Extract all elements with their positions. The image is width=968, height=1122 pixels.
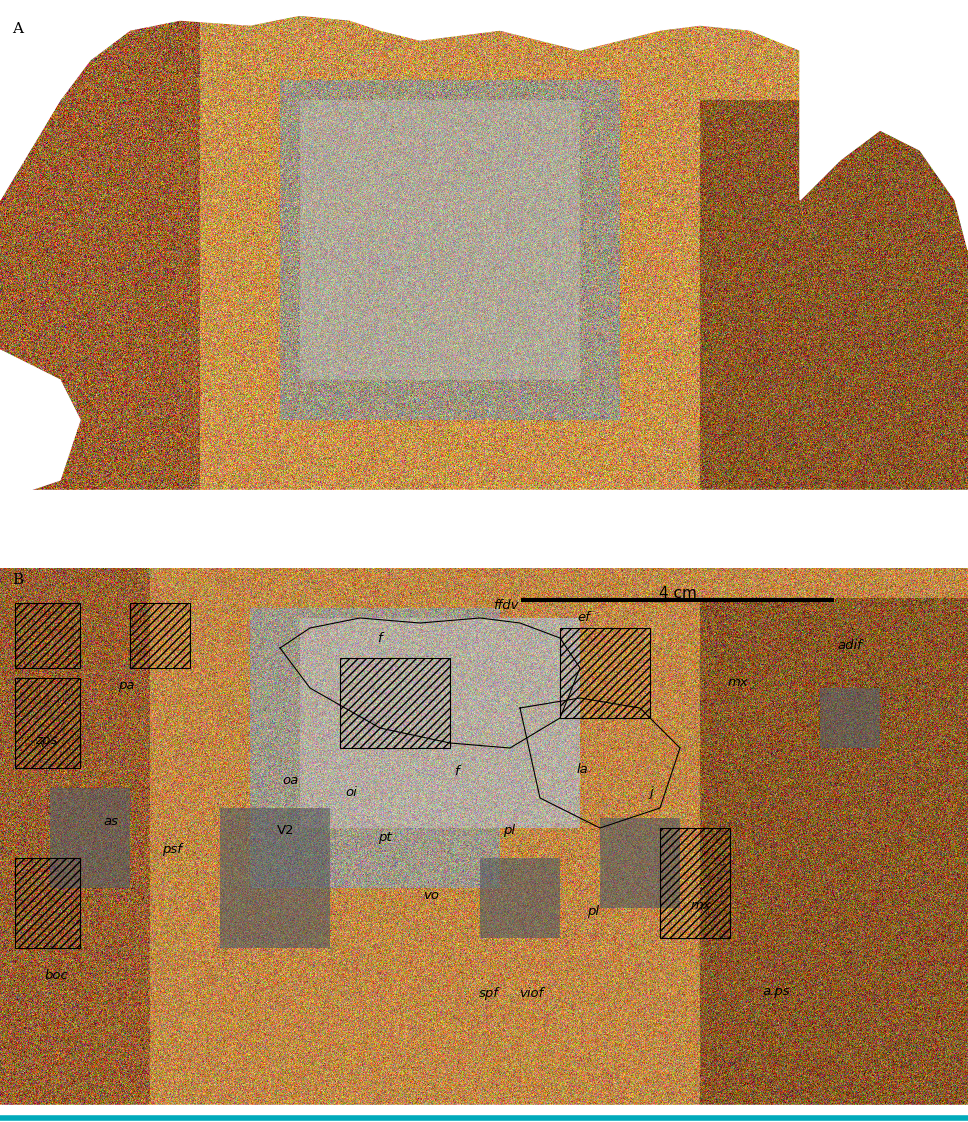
Text: a.ps: a.ps [763, 985, 790, 997]
Text: spf: spf [479, 987, 499, 1001]
Bar [15, 678, 80, 767]
Text: B: B [12, 573, 23, 587]
Text: pl: pl [588, 904, 599, 918]
Text: la: la [577, 763, 589, 775]
Text: oi: oi [346, 787, 357, 799]
Text: f: f [378, 632, 381, 645]
Bar [130, 603, 190, 668]
Text: boc: boc [45, 969, 68, 982]
Text: ffdv: ffdv [494, 598, 519, 611]
Bar [560, 628, 650, 718]
Text: pa: pa [117, 679, 135, 692]
Text: pl: pl [503, 825, 515, 837]
Text: viof: viof [519, 987, 544, 1001]
Bar [15, 603, 80, 668]
Polygon shape [0, 350, 80, 500]
Text: V2: V2 [277, 825, 294, 837]
Text: pt: pt [378, 830, 392, 844]
Text: as: as [104, 815, 119, 828]
Text: zps: zps [36, 734, 57, 747]
Text: adif: adif [837, 640, 862, 652]
Text: ef: ef [577, 610, 590, 624]
Text: mx: mx [727, 677, 748, 689]
Text: vo: vo [423, 889, 439, 902]
Text: j: j [650, 787, 653, 799]
Text: mx: mx [690, 899, 711, 911]
Text: A: A [12, 22, 23, 36]
Bar [15, 858, 80, 948]
Polygon shape [800, 0, 968, 250]
Polygon shape [0, 0, 968, 200]
Text: f: f [455, 765, 459, 779]
Text: oa: oa [283, 774, 298, 787]
Text: psf: psf [163, 843, 182, 856]
Bar [660, 828, 730, 938]
Bar [340, 657, 450, 748]
Text: 4 cm: 4 cm [658, 587, 697, 601]
